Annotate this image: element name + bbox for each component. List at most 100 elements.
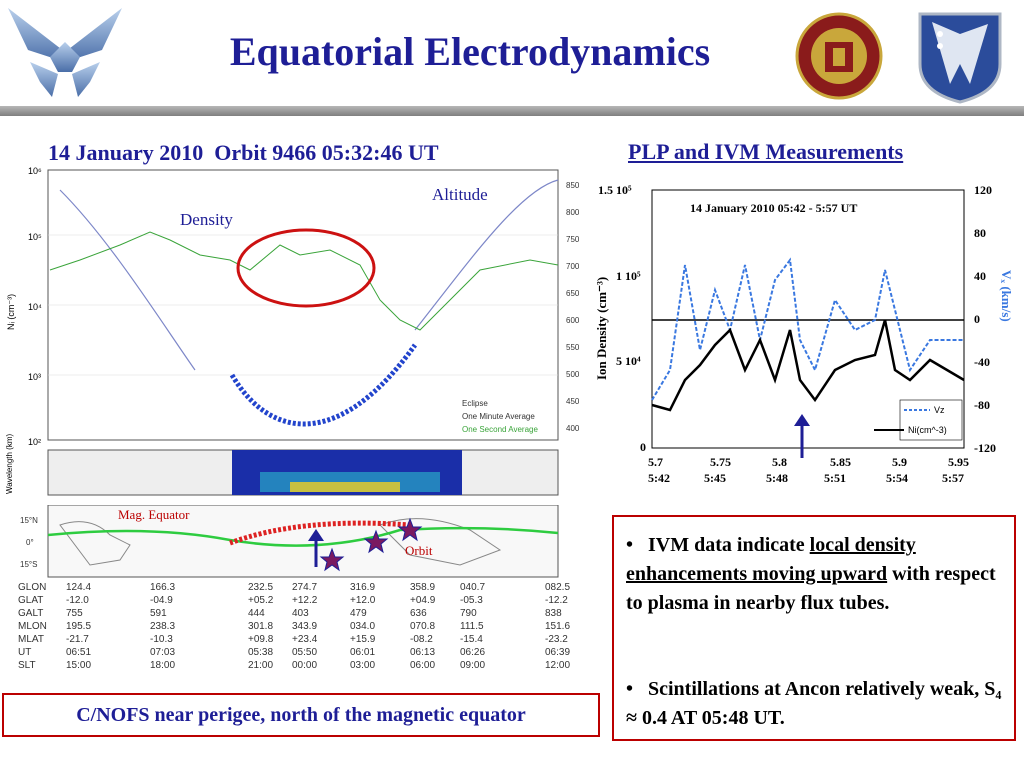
orbit-cell: 232.5: [248, 582, 274, 593]
y-tick: 10²: [28, 437, 41, 447]
alt-tick: 600: [566, 316, 580, 325]
orbit-cell: 040.7: [460, 582, 486, 593]
y2-tick: 0: [974, 312, 980, 326]
orbit-cell: 166.3: [150, 582, 176, 593]
lat-tick: 15°S: [20, 560, 37, 569]
alt-tick: 500: [566, 370, 580, 379]
orbit-row-label: GLON: [18, 582, 47, 593]
orbit-cell: 21:00: [248, 660, 274, 671]
x-tick: 5.95: [948, 455, 969, 469]
orbit-cell: +09.8: [248, 634, 274, 645]
orbit-cell: -21.7: [66, 634, 89, 645]
orbit-cell: 06:26: [460, 647, 486, 658]
orbit-row-label: SLT: [18, 660, 36, 671]
lat-tick: 0°: [26, 538, 34, 547]
orbit-table-row: GALT 755 591 444 403 479 636 790 838: [0, 608, 580, 621]
y-tick: 5 10⁴: [616, 354, 641, 368]
y2-tick: 120: [974, 183, 992, 197]
y2-tick: 80: [974, 226, 986, 240]
density-label: Density: [180, 210, 233, 229]
x-tick: 5.7: [648, 455, 663, 469]
x-time-tick: 5:48: [766, 471, 788, 485]
legend-item: Eclipse: [462, 399, 488, 408]
orbit-row-label: GALT: [18, 608, 44, 619]
orbit-cell: 301.8: [248, 621, 274, 632]
right-panel-title: PLP and IVM Measurements: [628, 139, 904, 164]
alt-tick: 750: [566, 235, 580, 244]
title-divider: [0, 106, 1024, 116]
alt-tick: 850: [566, 181, 580, 190]
orbit-cell: 00:00: [292, 660, 318, 671]
orbit-label: Orbit: [405, 543, 433, 558]
x-time-tick: 5:51: [824, 471, 846, 485]
orbit-table-row: UT 06:51 07:03 05:38 05:50 06:01 06:13 06:26 06:…: [0, 647, 580, 660]
air-force-logo: [0, 2, 130, 102]
orbit-table-row: MLON 195.5 238.3 301.8 343.9 034.0 070.8 111.5 1…: [0, 621, 580, 634]
orbit-cell: -12.2: [545, 595, 568, 606]
legend-item: One Second Average: [462, 425, 538, 434]
y-tick: 1 10⁵: [616, 269, 641, 283]
left-panel-title: 14 January 2010 Orbit 9466 05:32:46 UT: [48, 140, 439, 165]
orbit-table-row: GLAT -12.0 -04.9 +05.2 +12.2 +12.0 +04.9 -05.3 -…: [0, 595, 580, 608]
orbit-cell: +05.2: [248, 595, 274, 606]
legend-ni: Ni(cm^-3): [908, 425, 947, 435]
orbit-cell: 05:50: [292, 647, 318, 658]
orbit-cell: 444: [248, 608, 265, 619]
alt-tick: 700: [566, 262, 580, 271]
orbit-cell: 06:00: [410, 660, 436, 671]
boston-college-seal: [795, 12, 883, 100]
orbit-cell: -15.4: [460, 634, 483, 645]
altitude-label: Altitude: [432, 185, 488, 204]
orbit-cell: -12.0: [66, 595, 89, 606]
lat-tick: 15°N: [20, 516, 38, 525]
orbit-cell: -08.2: [410, 634, 433, 645]
legend-item: One Minute Average: [462, 412, 535, 421]
bullet-1: • IVM data indicate local density enhance…: [626, 534, 996, 614]
x-tick: 5.9: [892, 455, 907, 469]
orbit-cell: +04.9: [410, 595, 436, 606]
y-tick: 10⁵: [28, 232, 42, 242]
orbit-cell: +15.9: [350, 634, 376, 645]
y-tick: 0: [640, 440, 646, 454]
x-time-tick: 5:57: [942, 471, 964, 485]
x-time-tick: 5:42: [648, 471, 670, 485]
orbit-cell: 403: [292, 608, 309, 619]
orbit-cell: 082.5: [545, 582, 571, 593]
alt-tick: 450: [566, 397, 580, 406]
orbit-cell: 06:01: [350, 647, 376, 658]
findings-box: • IVM data indicate local density enhance…: [612, 515, 1016, 741]
orbit-cell: 274.7: [292, 582, 318, 593]
mag-equator-label: Mag. Equator: [118, 507, 190, 522]
orbit-cell: 03:00: [350, 660, 376, 671]
orbit-cell: 151.6: [545, 621, 571, 632]
orbit-cell: -04.9: [150, 595, 173, 606]
orbit-cell: 591: [150, 608, 167, 619]
orbit-cell: 195.5: [66, 621, 92, 632]
orbit-cell: 12:00: [545, 660, 571, 671]
orbit-cell: 034.0: [350, 621, 376, 632]
plp-ivm-plot: 14 January 2010 05:42 - 5:57 UT Vz Ni(cm…: [594, 183, 1014, 485]
orbit-cell: 316.9: [350, 582, 376, 593]
right-subtitle: 14 January 2010 05:42 - 5:57 UT: [690, 201, 857, 215]
y-tick: 1.5 10⁵: [598, 183, 632, 197]
orbit-cell: 838: [545, 608, 562, 619]
orbit-cell: 636: [410, 608, 427, 619]
orbit-cell: 09:00: [460, 660, 486, 671]
orbit-cell: 06:51: [66, 647, 92, 658]
orbit-cell: 755: [66, 608, 83, 619]
orbit-cell: -05.3: [460, 595, 483, 606]
orbit-table-row: MLAT -21.7 -10.3 +09.8 +23.4 +15.9 -08.2 -15.4 -…: [0, 634, 580, 647]
orbit-cell: 070.8: [410, 621, 436, 632]
orbit-cell: +12.0: [350, 595, 376, 606]
orbit-map: Mag. Equator Orbit 15°N 0° 15°S: [20, 505, 559, 578]
orbit-row-label: MLON: [18, 621, 47, 632]
y2-tick: -80: [974, 398, 990, 412]
y-tick: 10³: [28, 372, 41, 382]
orbit-cell: 15:00: [66, 660, 92, 671]
density-altitude-plot: 10⁶ 10⁵ 10⁴ 10³ 10² Nᵢ (cm⁻³) Density Al…: [5, 166, 580, 496]
orbit-cell: 790: [460, 608, 477, 619]
orbit-cell: +12.2: [292, 595, 318, 606]
orbit-cell: -23.2: [545, 634, 568, 645]
page-title: Equatorial Electrodynamics: [229, 29, 711, 74]
bottom-caption: C/NOFS near perigee, north of the magnet…: [2, 693, 600, 737]
